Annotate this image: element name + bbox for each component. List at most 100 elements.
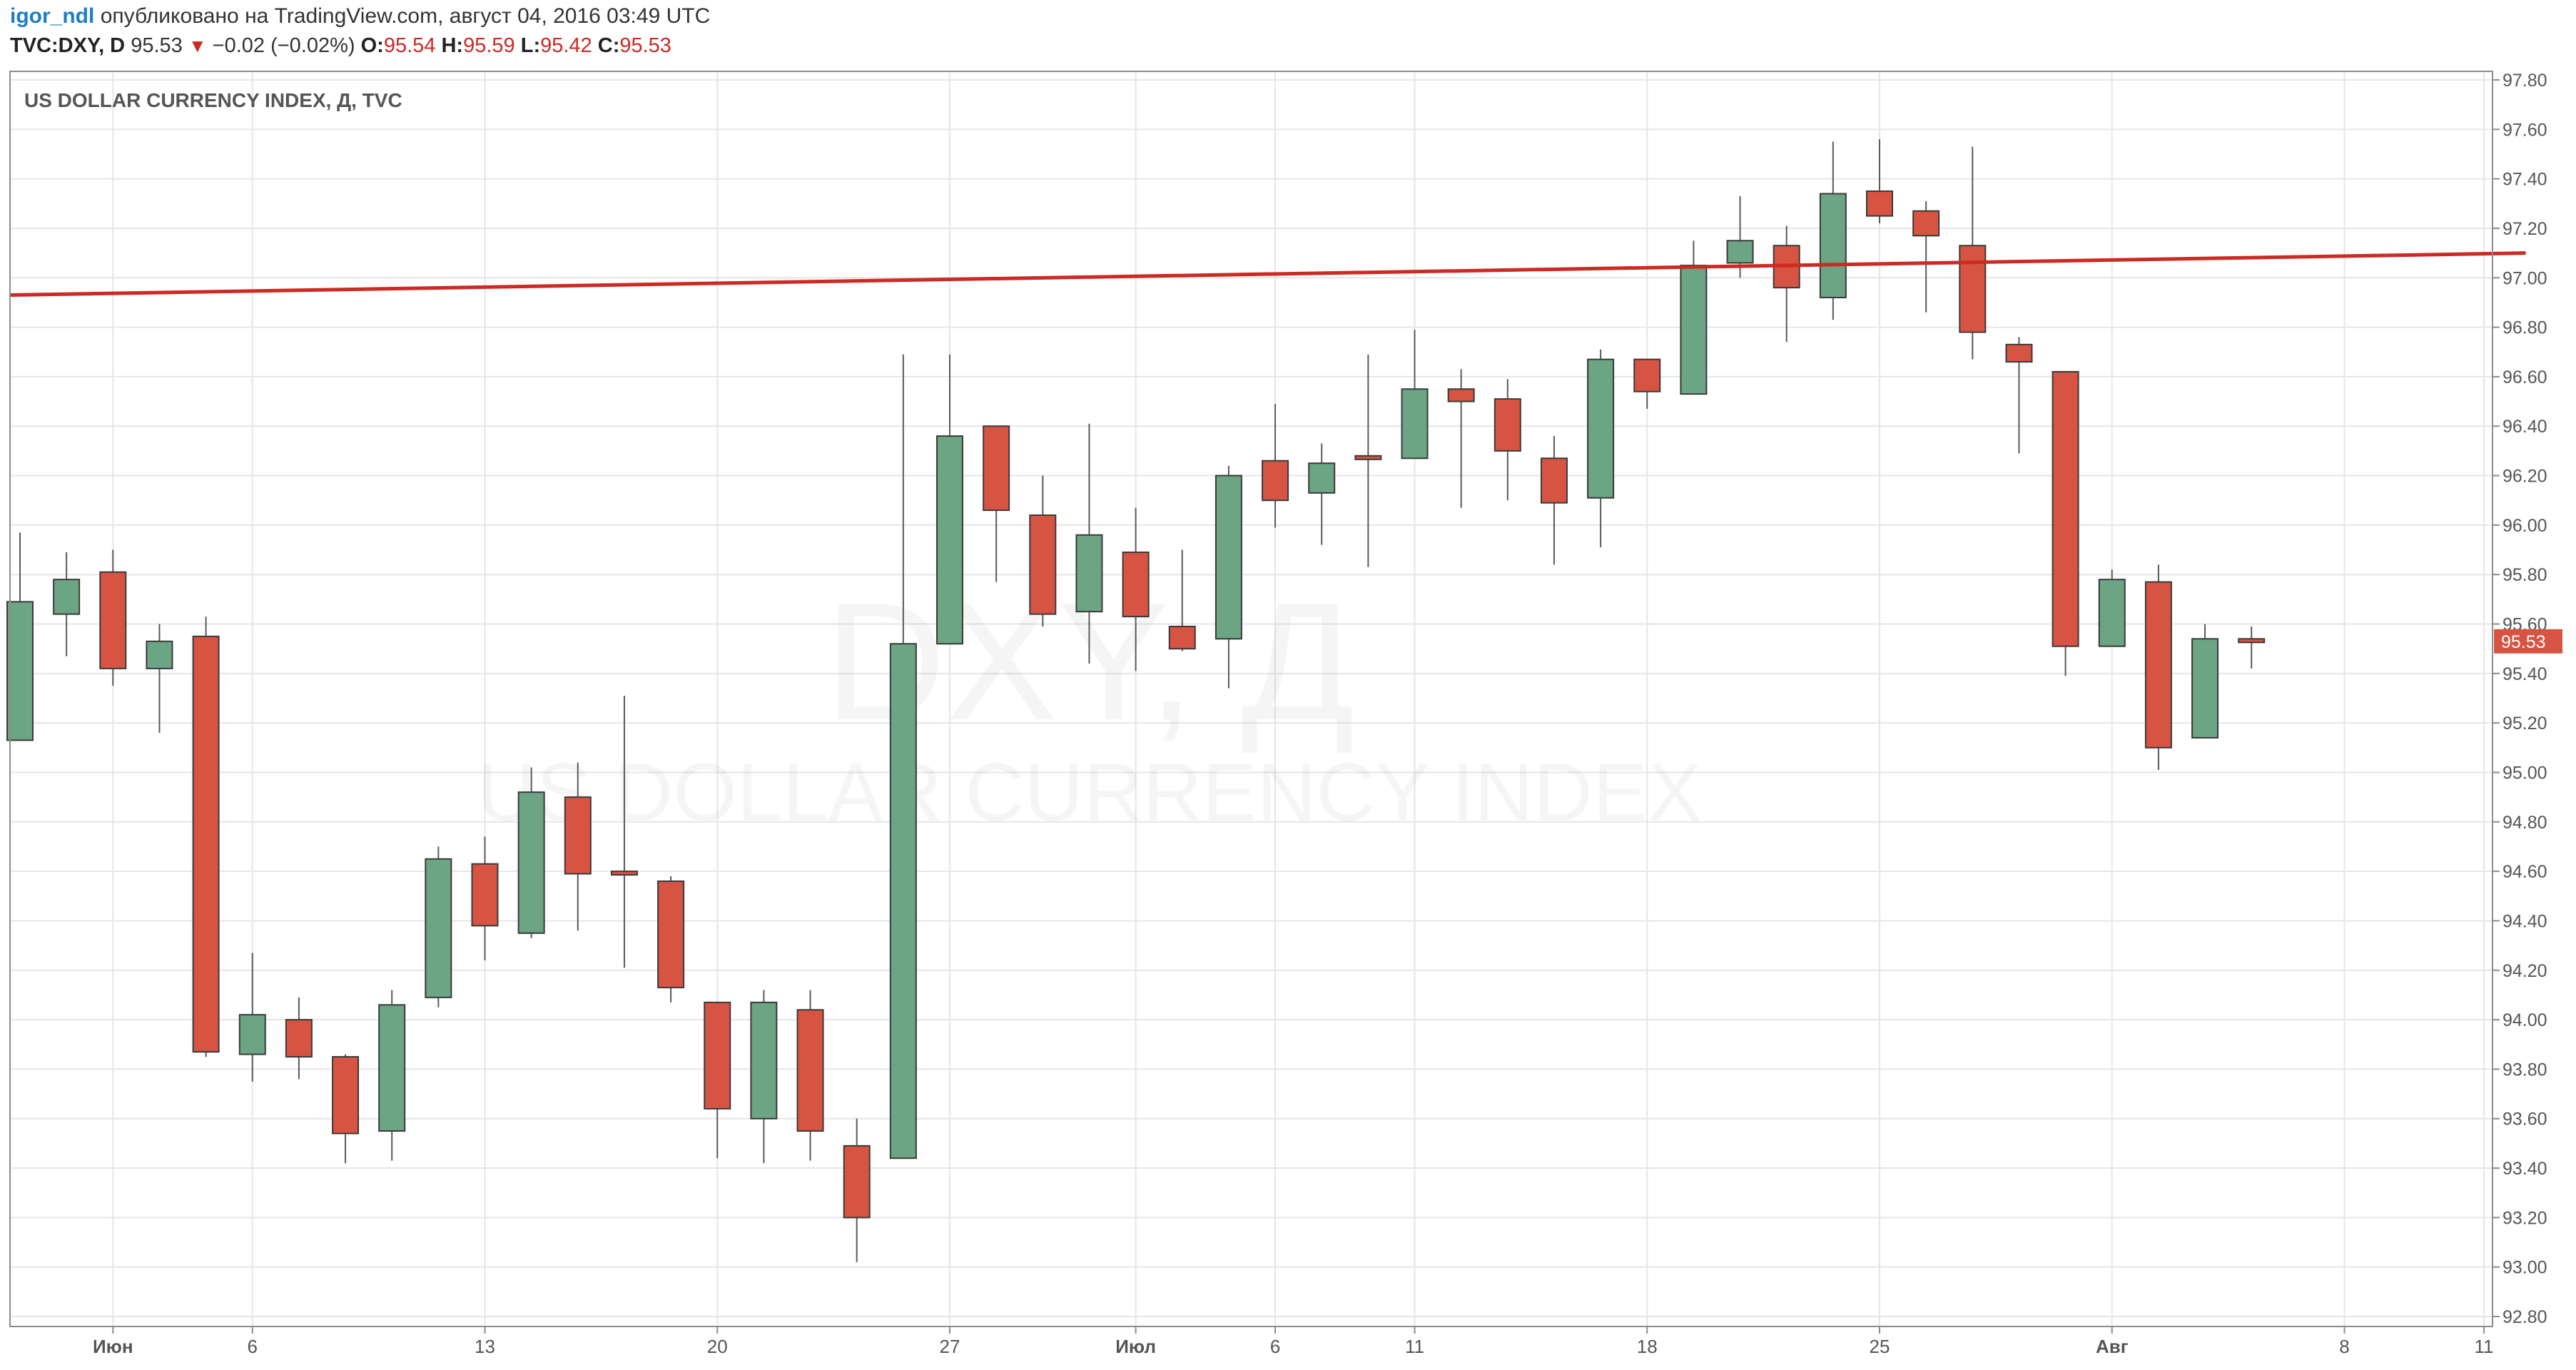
price-change: −0.02 (−0.02%): [212, 34, 355, 57]
candle-body: [146, 640, 173, 669]
candle-body: [53, 579, 81, 615]
candle-down[interactable]: [1912, 201, 1940, 313]
y-tick-label: 95.40: [2503, 664, 2547, 684]
candle-down[interactable]: [657, 876, 685, 1003]
last-price-marker: [2494, 629, 2562, 654]
price-axis[interactable]: 97.80 97.60 97.40 97.20 97.00 96.80 96.60 96.40…: [2493, 71, 2562, 1327]
y-tick-label: 97.20: [2503, 219, 2547, 239]
candle-body: [796, 1009, 824, 1132]
candle-body: [1680, 264, 1708, 395]
last-price: 95.53: [131, 34, 183, 57]
candle-down[interactable]: [1354, 354, 1382, 567]
y-tick-label: 93.60: [2503, 1110, 2547, 1130]
candle-up[interactable]: [2191, 624, 2219, 739]
candle-up[interactable]: [238, 953, 266, 1082]
candle-body: [1401, 388, 1429, 460]
candle-down[interactable]: [610, 696, 638, 968]
candle-up[interactable]: [53, 552, 81, 656]
candle-up[interactable]: [1308, 443, 1336, 545]
candle-body: [378, 1004, 406, 1132]
candle-up[interactable]: [1401, 330, 1429, 460]
candle-down[interactable]: [2238, 626, 2266, 669]
high-value: 95.59: [463, 34, 515, 57]
candle-down[interactable]: [1494, 379, 1521, 501]
y-tick-label: 96.40: [2503, 417, 2547, 437]
close-label: C:: [597, 34, 620, 57]
candle-down[interactable]: [1540, 436, 1568, 565]
candle-down[interactable]: [564, 762, 592, 931]
candle-body: [1540, 457, 1568, 504]
candle-body: [1075, 534, 1103, 613]
candle-down[interactable]: [1959, 146, 1987, 360]
candle-up[interactable]: [889, 354, 917, 1160]
candle-up[interactable]: [2098, 569, 2126, 647]
candle-up[interactable]: [517, 767, 545, 938]
candle-down[interactable]: [1773, 225, 1800, 342]
candle-body: [1354, 455, 1382, 460]
y-tick-label: 96.00: [2503, 516, 2547, 536]
candle-up[interactable]: [750, 990, 778, 1164]
candle-down[interactable]: [1168, 549, 1196, 651]
candle-up[interactable]: [1680, 240, 1708, 395]
candle-body: [1029, 514, 1057, 615]
candle-up[interactable]: [936, 354, 963, 645]
candle-down[interactable]: [796, 990, 824, 1161]
candle-down[interactable]: [704, 1001, 731, 1159]
candle-body: [1959, 245, 1987, 333]
candle-down[interactable]: [1447, 369, 1475, 508]
x-tick-label: 18: [1637, 1336, 1658, 1357]
candle-body: [564, 796, 592, 875]
candle-up[interactable]: [6, 532, 34, 741]
candle-down[interactable]: [192, 616, 220, 1057]
candle-down[interactable]: [1262, 404, 1289, 528]
published-text: опубликовано на TradingView.com, август …: [100, 4, 711, 28]
plot-frame: [9, 71, 2493, 1327]
candle-down[interactable]: [2144, 564, 2172, 771]
y-tick-label: 93.40: [2503, 1159, 2547, 1179]
candle-down[interactable]: [285, 997, 313, 1080]
candle-down[interactable]: [1029, 475, 1057, 626]
author-username[interactable]: igor_ndl: [10, 4, 95, 28]
candle-body: [332, 1056, 360, 1135]
candle-up[interactable]: [1726, 196, 1754, 278]
candle-body: [517, 791, 545, 934]
publish-line: igor_ndl опубликовано на TradingView.com…: [10, 4, 710, 29]
candle-body: [1726, 240, 1754, 264]
candle-down[interactable]: [2005, 337, 2033, 454]
candle-up[interactable]: [146, 624, 173, 734]
candle-body: [1168, 625, 1196, 650]
y-tick-label: 94.20: [2503, 961, 2547, 981]
candle-down[interactable]: [983, 425, 1010, 582]
trend-line[interactable]: [10, 251, 2526, 298]
candle-body: [1447, 388, 1475, 402]
time-axis[interactable]: Июн 6 13 20 27 Июл 6 11 18 25 Авг 8 11: [93, 1326, 2493, 1357]
candle-body: [843, 1145, 871, 1219]
y-tick-label: 93.20: [2503, 1208, 2547, 1228]
candle-up[interactable]: [425, 846, 452, 1008]
candle-body: [1587, 358, 1615, 499]
candle-down[interactable]: [471, 836, 499, 960]
low-value: 95.42: [540, 34, 592, 57]
y-tick-label: 95.20: [2503, 714, 2547, 734]
candle-body: [983, 425, 1010, 512]
x-tick-label: Июл: [1115, 1336, 1156, 1357]
candle-up[interactable]: [1587, 349, 1615, 548]
candle-down[interactable]: [1866, 139, 1893, 224]
candle-up[interactable]: [1215, 465, 1242, 689]
candle-down[interactable]: [332, 1054, 360, 1164]
candle-down[interactable]: [843, 1118, 871, 1262]
candle-down[interactable]: [2052, 370, 2079, 676]
candle-down[interactable]: [99, 549, 127, 686]
candle-down[interactable]: [1122, 507, 1150, 671]
candle-body: [2144, 581, 2172, 749]
y-tick-label: 94.80: [2503, 813, 2547, 833]
y-tick-label: 95.80: [2503, 565, 2547, 585]
x-tick-label: 8: [2339, 1336, 2349, 1357]
candle-down[interactable]: [1633, 358, 1661, 409]
candle-up[interactable]: [378, 990, 406, 1161]
y-tick-label: 96.80: [2503, 318, 2547, 338]
candle-up[interactable]: [1819, 141, 1847, 320]
candle-body: [285, 1019, 313, 1058]
candle-up[interactable]: [1075, 423, 1103, 664]
